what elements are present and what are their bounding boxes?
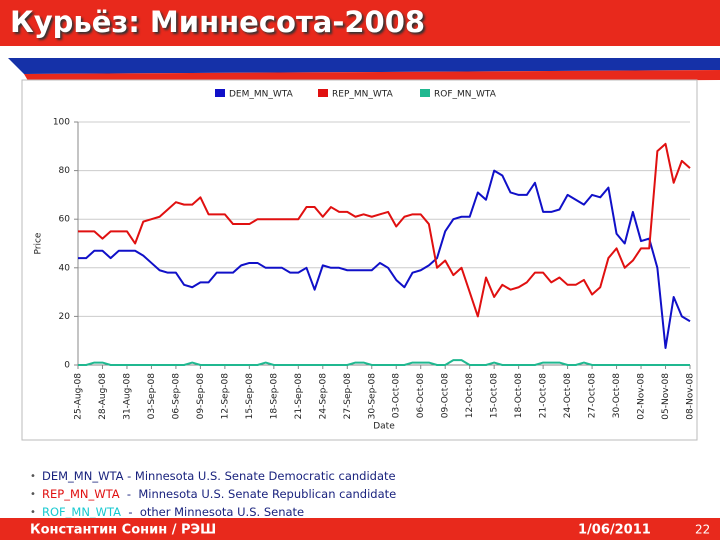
y-tick-label: 100	[53, 118, 70, 128]
x-tick-label: 31-Aug-08	[122, 373, 132, 420]
legend-swatch	[215, 89, 225, 97]
bullet: ROF_MN_WTA - other Minnesota U.S. Senate	[42, 505, 304, 519]
x-tick-label: 12-Sep-08	[220, 373, 230, 420]
x-tick-label: 15-Sep-08	[245, 373, 255, 420]
bullet-dot: •	[30, 489, 36, 500]
bullet: DEM_MN_WTA - Minnesota U.S. Senate Democ…	[42, 469, 396, 483]
footer-author: Константин Сонин / РЭШ	[30, 523, 216, 538]
page-number: 22	[695, 523, 710, 537]
x-tick-label: 27-Oct-08	[588, 373, 598, 418]
bullet-code: ROF_MN_WTA	[42, 505, 121, 519]
x-tick-label: 18-Sep-08	[269, 373, 279, 420]
footer-date: 1/06/2011	[578, 523, 651, 538]
data-line	[78, 169, 691, 349]
title-banner	[0, 0, 720, 46]
header-stripe	[8, 58, 720, 74]
y-axis-label: Price	[34, 232, 44, 254]
chart: 0 20 40 60 80 100 25-Aug-08 28-Aug-08 31-Aug-08 0…	[34, 89, 696, 432]
slide-title: Курьёз: Миннесота-2008	[10, 5, 425, 39]
bullet-dot: •	[30, 471, 36, 482]
x-tick-label: 06-Oct-08	[416, 373, 426, 418]
y-tick-label: 80	[59, 166, 71, 176]
bullet-code: REP_MN_WTA	[42, 487, 120, 501]
y-tick-label: 20	[59, 312, 71, 322]
legend-label: REP_MN_WTA	[332, 90, 394, 100]
bullet-text: - Minnesota U.S. Senate Republican candi…	[120, 487, 397, 501]
x-tick-label: 28-Aug-08	[98, 373, 108, 420]
bullet-code: DEM_MN_WTA	[42, 469, 124, 483]
x-tick-label: 15-Oct-08	[490, 373, 500, 418]
bullet-text: - Minnesota U.S. Senate Democratic candi…	[123, 469, 395, 483]
x-tick-label: 30-Oct-08	[612, 373, 622, 418]
x-tick-label: 24-Oct-08	[563, 373, 573, 418]
bullet: REP_MN_WTA - Minnesota U.S. Senate Repub…	[42, 487, 396, 501]
y-tick-label: 0	[64, 361, 70, 371]
data-line	[78, 142, 691, 318]
legend-swatch	[420, 89, 430, 97]
y-tick-label: 60	[59, 215, 71, 225]
x-tick-label: 08-Nov-08	[686, 373, 696, 420]
bullet-text: - other Minnesota U.S. Senate	[121, 505, 304, 519]
bullet-dot: •	[30, 507, 36, 518]
chart-frame	[21, 79, 698, 441]
x-tick-label: 27-Sep-08	[343, 373, 353, 420]
x-tick-label: 21-Oct-08	[539, 373, 549, 418]
x-tick-label: 06-Sep-08	[171, 373, 181, 420]
x-tick-label: 12-Oct-08	[465, 373, 475, 418]
legend-label: ROF_MN_WTA	[434, 90, 497, 100]
x-tick-label: 05-Nov-08	[661, 373, 671, 420]
bullets: • DEM_MN_WTA - Minnesota U.S. Senate Demo…	[30, 469, 396, 519]
x-tick-label: 30-Sep-08	[367, 373, 377, 420]
x-tick-label: 21-Sep-08	[294, 373, 304, 420]
data-line	[78, 359, 690, 366]
x-tick-label: 03-Oct-08	[392, 373, 402, 418]
y-tick-label: 40	[59, 263, 71, 273]
x-tick-label: 03-Sep-08	[147, 373, 157, 420]
footer-band	[0, 518, 720, 540]
x-axis-label: Date	[373, 422, 395, 432]
x-tick-label: 02-Nov-08	[637, 373, 647, 420]
x-tick-label: 24-Sep-08	[318, 373, 328, 420]
x-tick-label: 25-Aug-08	[74, 373, 84, 420]
legend-swatch	[318, 89, 328, 97]
legend-label: DEM_MN_WTA	[229, 90, 294, 100]
x-tick-label: 09-Oct-08	[441, 373, 451, 418]
x-tick-label: 09-Sep-08	[196, 373, 206, 420]
x-tick-label: 18-Oct-08	[514, 373, 524, 418]
